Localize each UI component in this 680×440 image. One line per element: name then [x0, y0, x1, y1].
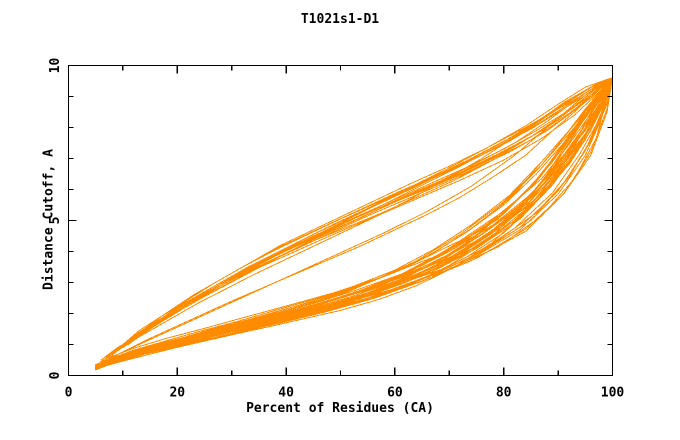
- x-tick-label: 100: [601, 386, 625, 401]
- x-tick-label: 80: [496, 386, 512, 401]
- tick-labels: 0 20 40 60 80 100 0 5 10: [48, 58, 624, 401]
- x-tick-label: 40: [278, 386, 294, 401]
- data-curve: [95, 77, 613, 370]
- data-curve: [149, 77, 613, 328]
- data-curve: [95, 77, 613, 369]
- data-curve: [106, 77, 613, 358]
- data-curve: [100, 77, 613, 366]
- data-curve: [111, 77, 613, 355]
- data-curve: [95, 77, 613, 371]
- data-curve: [106, 77, 613, 359]
- x-tick-label: 0: [65, 386, 73, 401]
- data-curve: [133, 77, 613, 341]
- data-curve: [95, 77, 613, 369]
- y-tick-label: 10: [48, 58, 63, 74]
- page-title: T1021s1-D1: [300, 12, 380, 27]
- x-axis-label: Percent of Residues (CA): [246, 401, 434, 416]
- data-curve: [165, 77, 613, 314]
- data-curve: [95, 77, 613, 369]
- data-curve: [100, 77, 613, 363]
- data-curve: [95, 77, 613, 369]
- data-curve: [95, 77, 613, 369]
- axis-frame: [67, 64, 614, 377]
- y-tick-label: 0: [48, 371, 63, 379]
- data-curve: [95, 77, 613, 369]
- x-tick-label: 20: [169, 386, 185, 401]
- data-curve: [106, 77, 613, 361]
- y-tick-label: 5: [48, 217, 63, 225]
- data-curves: [95, 77, 613, 371]
- x-tick-label: 60: [387, 386, 403, 401]
